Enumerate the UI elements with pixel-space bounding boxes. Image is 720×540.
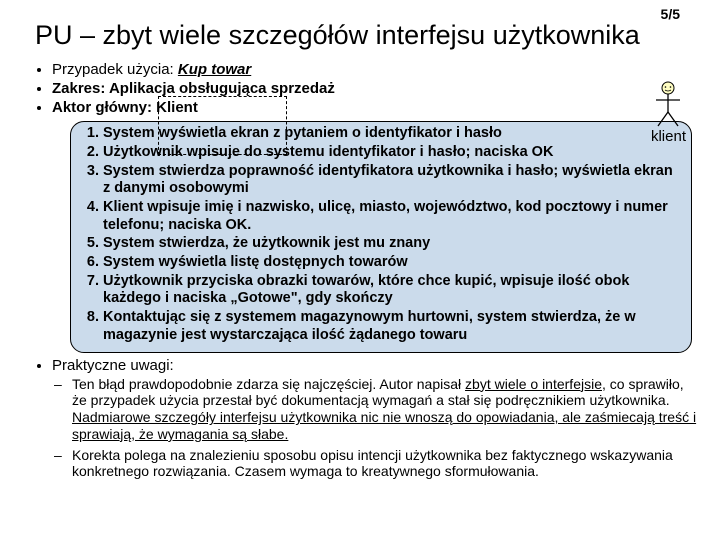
- use-case-prefix: Przypadek użycia:: [52, 61, 178, 78]
- steps-list: System wyświetla ekran z pytaniem o iden…: [77, 125, 681, 344]
- actor-line: Aktor główny: Klient: [52, 99, 700, 118]
- step-item: System wyświetla listę dostępnych towaró…: [103, 254, 681, 272]
- content-area: Przypadek użycia: Kup towar Zakres: Apli…: [0, 61, 720, 480]
- use-case-line: Przypadek użycia: Kup towar: [52, 61, 700, 80]
- step-item: Użytkownik wpisuje do systemu identyfika…: [103, 144, 681, 162]
- practical-notes: Ten błąd prawdopodobnie zdarza się najcz…: [30, 376, 700, 481]
- actor-figure: klient: [651, 80, 686, 145]
- header-bullets: Przypadek użycia: Kup towar Zakres: Apli…: [30, 61, 700, 117]
- practical-label: Praktyczne uwagi:: [52, 357, 700, 374]
- use-case-name: Kup towar: [178, 61, 251, 78]
- page-number: 5/5: [661, 6, 680, 22]
- note-underline-2: Nadmiarowe szczegóły interfejsu użytkown…: [72, 409, 696, 442]
- steps-highlight-box: System wyświetla ekran z pytaniem o iden…: [70, 121, 692, 352]
- stick-figure-icon: [653, 80, 683, 128]
- note-item: Ten błąd prawdopodobnie zdarza się najcz…: [58, 376, 700, 443]
- actor-label: klient: [651, 128, 686, 145]
- practical-bullets: Praktyczne uwagi:: [30, 357, 700, 374]
- step-item: Użytkownik przyciska obrazki towarów, kt…: [103, 273, 681, 308]
- step-item: Kontaktując się z systemem magazynowym h…: [103, 309, 681, 344]
- note-underline-1: zbyt wiele o interfejsie: [465, 376, 602, 392]
- step-item: Klient wpisuje imię i nazwisko, ulicę, m…: [103, 199, 681, 234]
- scope-line: Zakres: Aplikacja obsługująca sprzedaż: [52, 80, 700, 99]
- slide-title: PU – zbyt wiele szczegółów interfejsu uż…: [0, 0, 720, 59]
- step-item: System stwierdza poprawność identyfikato…: [103, 163, 681, 198]
- step-item: System wyświetla ekran z pytaniem o iden…: [103, 125, 681, 143]
- note-item: Korekta polega na znalezieniu sposobu op…: [58, 447, 700, 481]
- step-item: System stwierdza, że użytkownik jest mu …: [103, 235, 681, 253]
